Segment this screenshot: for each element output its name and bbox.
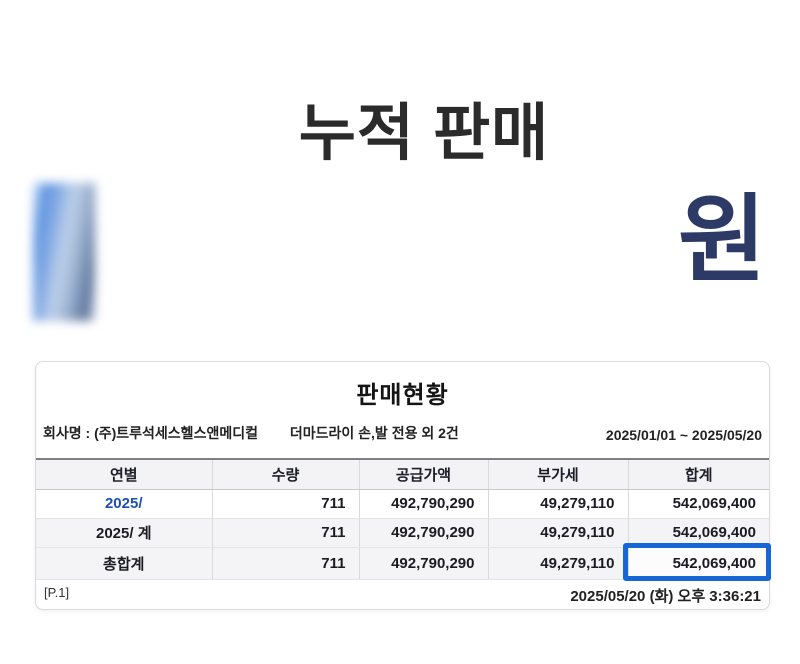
row-label-grand-total: 총합계 bbox=[36, 547, 212, 580]
company-info: 회사명 : (주)트루석세스헬스앤메디컬 더마드라이 손,발 전용 외 2건 bbox=[43, 423, 459, 443]
cell-total: 542,069,400 bbox=[627, 489, 769, 519]
sales-report-card: 판매현황 회사명 : (주)트루석세스헬스앤메디컬 더마드라이 손,발 전용 외… bbox=[35, 361, 771, 610]
column-header-supply-value: 공급가액 bbox=[358, 458, 488, 490]
company-name: 회사명 : (주)트루석세스헬스앤메디컬 bbox=[43, 425, 258, 441]
date-range: 2025/01/01 ~ 2025/05/20 bbox=[605, 427, 762, 443]
table-header-row: 연별 수량 공급가액 부가세 합계 bbox=[36, 458, 769, 490]
currency-won-label: 원 bbox=[678, 187, 767, 294]
table-row-2025-subtotal: 2025/ 계 711 492,790,290 49,279,110 542,0… bbox=[36, 518, 769, 548]
cell-vat: 49,279,110 bbox=[487, 489, 628, 519]
cell-supply-value: 492,790,290 bbox=[358, 547, 488, 580]
table-row-grand-total: 총합계 711 492,790,290 49,279,110 542,069,4… bbox=[36, 547, 769, 580]
column-header-total: 합계 bbox=[627, 458, 769, 490]
print-timestamp: 2025/05/20 (화) 오후 3:36:21 bbox=[570, 588, 761, 605]
cell-supply-value: 492,790,290 bbox=[358, 489, 488, 519]
cell-supply-value: 492,790,290 bbox=[358, 518, 488, 548]
product-summary: 더마드라이 손,발 전용 외 2건 bbox=[289, 425, 459, 441]
table-row-2025: 2025/ 711 492,790,290 49,279,110 542,069… bbox=[36, 489, 769, 519]
column-header-vat: 부가세 bbox=[487, 458, 628, 490]
cell-quantity: 711 bbox=[211, 547, 359, 580]
report-info-line: 회사명 : (주)트루석세스헬스앤메디컬 더마드라이 손,발 전용 외 2건 2… bbox=[36, 423, 769, 443]
cell-quantity: 711 bbox=[211, 518, 359, 548]
page-number: [P.1] bbox=[44, 585, 70, 600]
cell-total: 542,069,400 bbox=[627, 518, 769, 548]
cell-vat: 49,279,110 bbox=[487, 518, 628, 548]
blurred-product-image bbox=[33, 183, 95, 321]
report-footer: [P.1] 2025/05/20 (화) 오후 3:36:21 bbox=[36, 579, 769, 606]
cell-grand-total-highlighted: 542,069,400 bbox=[627, 547, 769, 580]
row-label-subtotal: 2025/ 계 bbox=[36, 518, 212, 548]
page-title: 누적 판매 bbox=[298, 99, 550, 168]
cell-vat: 49,279,110 bbox=[487, 547, 628, 580]
year-link-2025[interactable]: 2025/ bbox=[104, 495, 143, 512]
column-header-quantity: 수량 bbox=[211, 458, 359, 490]
column-header-year: 연별 bbox=[36, 458, 212, 490]
cell-quantity: 711 bbox=[211, 489, 359, 519]
sales-table: 연별 수량 공급가액 부가세 합계 2025/ 711 492,790,290 … bbox=[36, 458, 769, 580]
report-title: 판매현황 bbox=[356, 382, 449, 409]
